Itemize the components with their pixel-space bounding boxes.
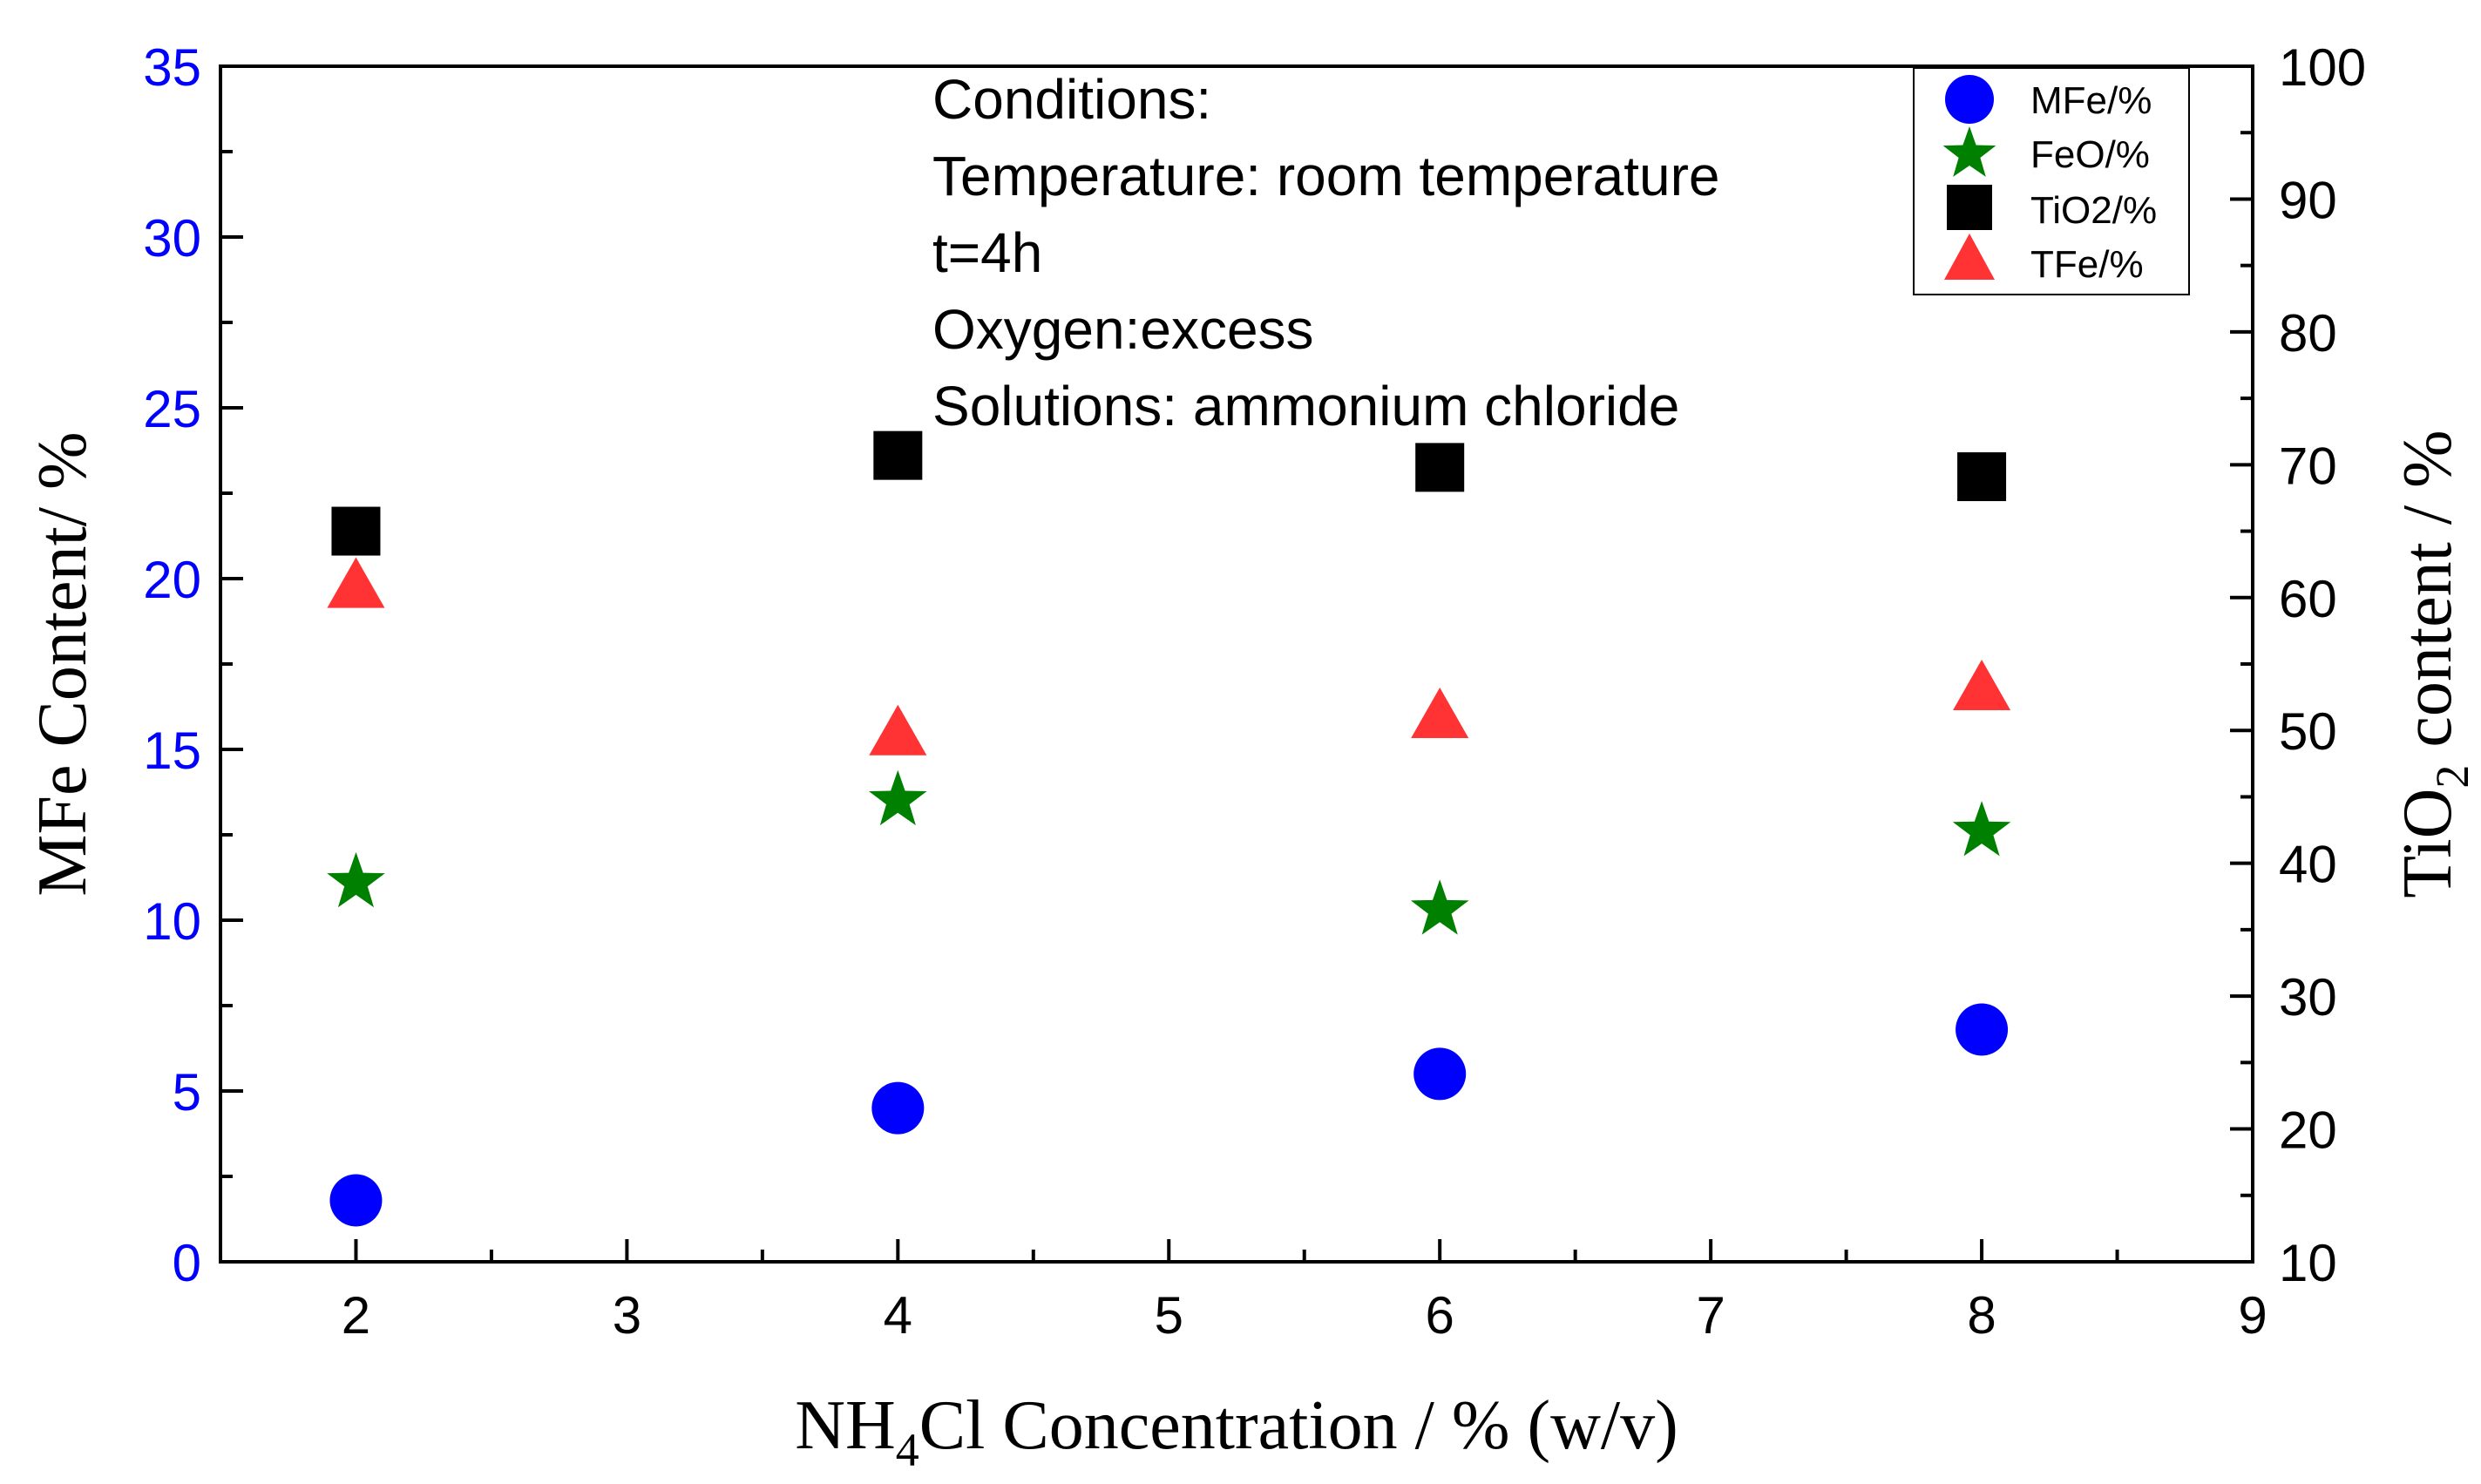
x-axis-title-prefix: NH — [795, 1387, 896, 1464]
x-tick-label: 3 — [613, 1286, 641, 1345]
y-right-axis-title: TiO2 content / % — [2389, 430, 2478, 898]
x-tick-label: 8 — [1967, 1286, 1996, 1345]
y-right-tick-label: 60 — [2279, 570, 2337, 628]
legend-label-tio2: TiO2/% — [2030, 189, 2157, 232]
y-right-tick-label: 80 — [2279, 304, 2337, 363]
point-mfe — [871, 1081, 925, 1135]
x-tick-label: 2 — [342, 1286, 370, 1345]
legend-label-tfe: TFe/% — [2030, 243, 2144, 286]
point-tio2 — [873, 430, 923, 480]
annotation-line: Temperature: room temperature — [932, 145, 1720, 207]
point-tfe — [869, 704, 927, 756]
legend-marker-mfe — [1945, 75, 1994, 124]
y-left-tick-label: 0 — [173, 1234, 201, 1292]
data-points — [327, 430, 2011, 1227]
x-tick-label: 7 — [1696, 1286, 1725, 1345]
x-axis-title-suffix: Cl Concentration / % (w/v) — [919, 1387, 1678, 1464]
point-tio2 — [1957, 452, 2007, 502]
point-feo — [1952, 801, 2011, 857]
y-right-tick-label: 20 — [2279, 1101, 2337, 1160]
legend-marker-tio2 — [1947, 185, 1992, 230]
x-tick-label: 4 — [884, 1286, 912, 1345]
point-tio2 — [1415, 443, 1465, 492]
y-right-tick-label: 30 — [2279, 968, 2337, 1027]
annotation-line: Solutions: ammonium chloride — [932, 375, 1679, 437]
y-left-axis-title: MFe Content/ % — [24, 431, 101, 896]
y-right-tick-label: 100 — [2279, 38, 2366, 97]
point-feo — [1410, 879, 1469, 935]
x-tick-label: 5 — [1155, 1286, 1183, 1345]
x-axis-ticks: 2 3 4 5 6 7 8 9 — [219, 1239, 2267, 1345]
annotation-line: t=4h — [932, 221, 1042, 284]
legend-marker-feo — [1942, 126, 1996, 177]
y-left-tick-label: 35 — [143, 38, 201, 97]
legend-label-mfe: MFe/% — [2030, 79, 2152, 122]
y-left-tick-label: 30 — [143, 209, 201, 268]
x-axis-title-subscript: 4 — [896, 1424, 919, 1476]
y-left-tick-label: 5 — [173, 1063, 201, 1121]
point-tfe — [327, 557, 385, 608]
point-tfe — [1953, 659, 2011, 710]
annotation-line: Conditions: — [932, 68, 1211, 131]
right-axis-ticks: 10 20 30 40 50 60 70 80 90 100 — [2230, 38, 2366, 1292]
y-right-tick-label: 50 — [2279, 702, 2337, 761]
x-tick-label: 9 — [2238, 1286, 2267, 1345]
y-right-axis-title-suffix: content / % — [2389, 430, 2466, 764]
y-right-tick-label: 70 — [2279, 437, 2337, 495]
y-right-axis-title-subscript: 2 — [2426, 765, 2478, 789]
conditions-annotation: Conditions: Temperature: room temperatur… — [932, 68, 1720, 437]
legend: MFe/% FeO/% TiO2/% TFe/% — [1913, 67, 2190, 295]
x-axis-title: NH4Cl Concentration / % (w/v) — [795, 1387, 1678, 1476]
annotation-line: Oxygen:excess — [932, 298, 1314, 361]
legend-marker-tfe — [1944, 234, 1995, 280]
y-left-tick-label: 25 — [143, 380, 201, 438]
y-left-tick-label: 20 — [143, 551, 201, 609]
point-feo — [869, 769, 927, 826]
y-right-tick-label: 40 — [2279, 836, 2337, 894]
y-left-tick-label: 10 — [143, 892, 201, 951]
point-mfe — [1956, 1003, 2009, 1056]
plot-frame — [219, 64, 2254, 1264]
left-axis-ticks: 0 5 10 15 20 25 30 35 — [143, 38, 243, 1292]
point-mfe — [1413, 1047, 1467, 1101]
point-feo — [327, 851, 385, 908]
y-right-tick-label: 10 — [2279, 1234, 2337, 1292]
y-right-axis-title-prefix: TiO — [2389, 789, 2466, 898]
legend-label-feo: FeO/% — [2030, 133, 2150, 176]
y-left-tick-label: 15 — [143, 722, 201, 780]
point-tfe — [1411, 687, 1469, 738]
x-tick-label: 6 — [1426, 1286, 1454, 1345]
y-right-tick-label: 90 — [2279, 171, 2337, 229]
point-mfe — [329, 1174, 383, 1227]
point-tio2 — [331, 506, 381, 556]
